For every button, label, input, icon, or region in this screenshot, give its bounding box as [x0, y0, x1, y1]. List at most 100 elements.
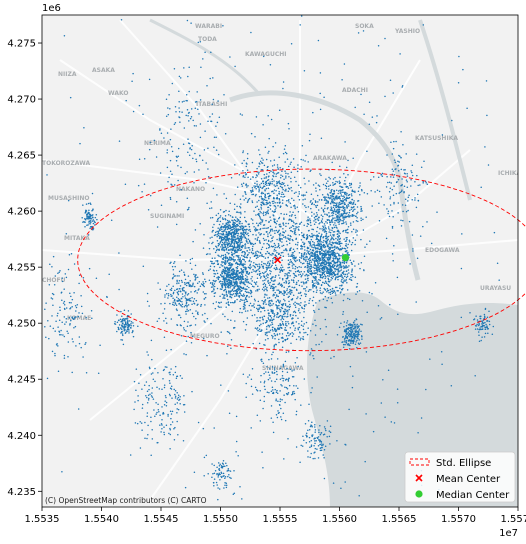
- data-point: [337, 253, 340, 255]
- data-point: [289, 333, 291, 335]
- data-point: [150, 420, 152, 423]
- data-point: [277, 230, 280, 233]
- data-point: [281, 307, 284, 310]
- data-point: [128, 328, 130, 331]
- data-point: [297, 211, 300, 213]
- data-point: [176, 281, 178, 283]
- data-point: [380, 316, 383, 319]
- data-point: [342, 343, 345, 346]
- data-point: [329, 184, 332, 186]
- data-point: [147, 434, 149, 436]
- data-point: [176, 309, 178, 312]
- data-point: [265, 264, 268, 266]
- data-point: [231, 258, 233, 260]
- data-point: [251, 280, 253, 282]
- data-point: [315, 244, 317, 247]
- data-point: [213, 265, 216, 268]
- data-point: [338, 206, 340, 208]
- data-point: [309, 446, 311, 448]
- data-point: [236, 262, 239, 265]
- data-point: [214, 307, 217, 310]
- data-point: [359, 185, 361, 187]
- data-point: [190, 300, 192, 302]
- data-point: [230, 477, 232, 479]
- data-point: [336, 333, 339, 336]
- data-point: [223, 234, 225, 236]
- data-point: [349, 214, 351, 217]
- data-point: [260, 182, 263, 185]
- data-point: [248, 272, 250, 275]
- data-point: [274, 276, 276, 279]
- data-point: [315, 211, 318, 214]
- data-point: [146, 292, 149, 295]
- data-point: [318, 283, 320, 285]
- data-point: [248, 292, 250, 294]
- data-point: [294, 206, 296, 208]
- data-point: [241, 162, 243, 165]
- data-point: [274, 218, 276, 220]
- data-point: [229, 244, 232, 246]
- data-point: [359, 193, 361, 196]
- data-point: [303, 316, 305, 319]
- data-point: [273, 280, 276, 282]
- data-point: [251, 285, 254, 287]
- data-point: [321, 444, 323, 447]
- data-point: [217, 254, 219, 256]
- data-point: [303, 246, 306, 248]
- data-point: [286, 324, 288, 327]
- data-point: [261, 220, 264, 223]
- data-point: [312, 253, 314, 255]
- data-point: [236, 265, 239, 268]
- data-point: [265, 253, 267, 255]
- data-point: [294, 275, 297, 277]
- data-point: [363, 269, 365, 271]
- data-point: [223, 230, 225, 233]
- data-point: [287, 323, 290, 325]
- data-point: [276, 202, 279, 204]
- data-point: [275, 328, 277, 331]
- data-point: [342, 287, 344, 290]
- data-point: [239, 288, 241, 291]
- data-point: [246, 285, 248, 288]
- data-point: [287, 291, 289, 294]
- data-point: [225, 278, 228, 281]
- data-point: [169, 288, 172, 291]
- place-label: KAWAGUCHI: [245, 51, 286, 58]
- data-point: [279, 235, 281, 237]
- data-point: [307, 206, 310, 208]
- data-point: [191, 268, 193, 270]
- data-point: [337, 221, 339, 223]
- data-point: [295, 338, 298, 341]
- data-point: [270, 266, 273, 268]
- data-point: [258, 328, 261, 330]
- data-point: [187, 299, 189, 302]
- data-point: [298, 265, 300, 268]
- data-point: [249, 249, 251, 251]
- data-point: [231, 254, 233, 256]
- data-point: [262, 201, 264, 203]
- data-point: [345, 245, 348, 247]
- data-point: [244, 172, 247, 174]
- data-point: [167, 294, 170, 297]
- data-point: [351, 326, 353, 329]
- data-point: [114, 321, 116, 323]
- data-point: [280, 252, 283, 254]
- data-point: [224, 224, 227, 227]
- data-point: [312, 434, 314, 436]
- data-point: [306, 266, 309, 268]
- data-point: [290, 171, 293, 174]
- place-label: MITAKA: [64, 235, 90, 242]
- data-point: [279, 185, 282, 188]
- data-point: [224, 288, 227, 291]
- data-point: [319, 433, 322, 436]
- data-point: [295, 233, 297, 236]
- data-point: [87, 211, 90, 214]
- data-point: [254, 227, 257, 229]
- data-point: [315, 221, 317, 224]
- basemap: WARABITODAKAWAGUCHISOKAYASHIONIIZAASAKAW…: [42, 15, 518, 507]
- data-point: [236, 280, 238, 283]
- data-point: [361, 299, 364, 302]
- data-point: [331, 273, 334, 276]
- data-point: [325, 234, 327, 236]
- data-point: [274, 244, 276, 247]
